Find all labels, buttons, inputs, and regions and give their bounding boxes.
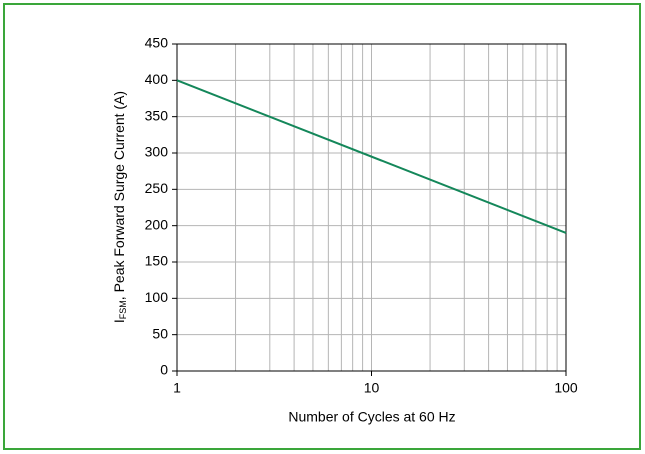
x-tick-label: 100 xyxy=(554,380,578,396)
y-tick-label: 200 xyxy=(145,216,169,232)
y-tick-label: 400 xyxy=(145,71,169,87)
frame xyxy=(3,3,641,450)
y-label-main: I xyxy=(111,319,127,323)
y-tick-label: 0 xyxy=(160,362,168,378)
x-tick-label: 1 xyxy=(173,380,181,396)
x-axis-label: Number of Cycles at 60 Hz xyxy=(288,409,455,425)
x-tick-label: 10 xyxy=(364,380,380,396)
plot-area xyxy=(176,43,567,372)
data-line xyxy=(176,79,567,234)
y-label-rest: , Peak Forward Surge Current (A) xyxy=(111,91,127,300)
y-tick-label: 350 xyxy=(145,107,169,123)
y-tick-label: 50 xyxy=(152,325,168,341)
y-tick-label: 450 xyxy=(145,35,169,51)
y-tick-label: 250 xyxy=(145,180,169,196)
y-tick-label: 100 xyxy=(145,289,169,305)
y-tick-label: 150 xyxy=(145,253,169,269)
y-axis-label: IFSM, Peak Forward Surge Current (A) xyxy=(111,91,129,323)
y-label-sub: FSM xyxy=(118,300,128,319)
y-tick-label: 300 xyxy=(145,144,169,160)
